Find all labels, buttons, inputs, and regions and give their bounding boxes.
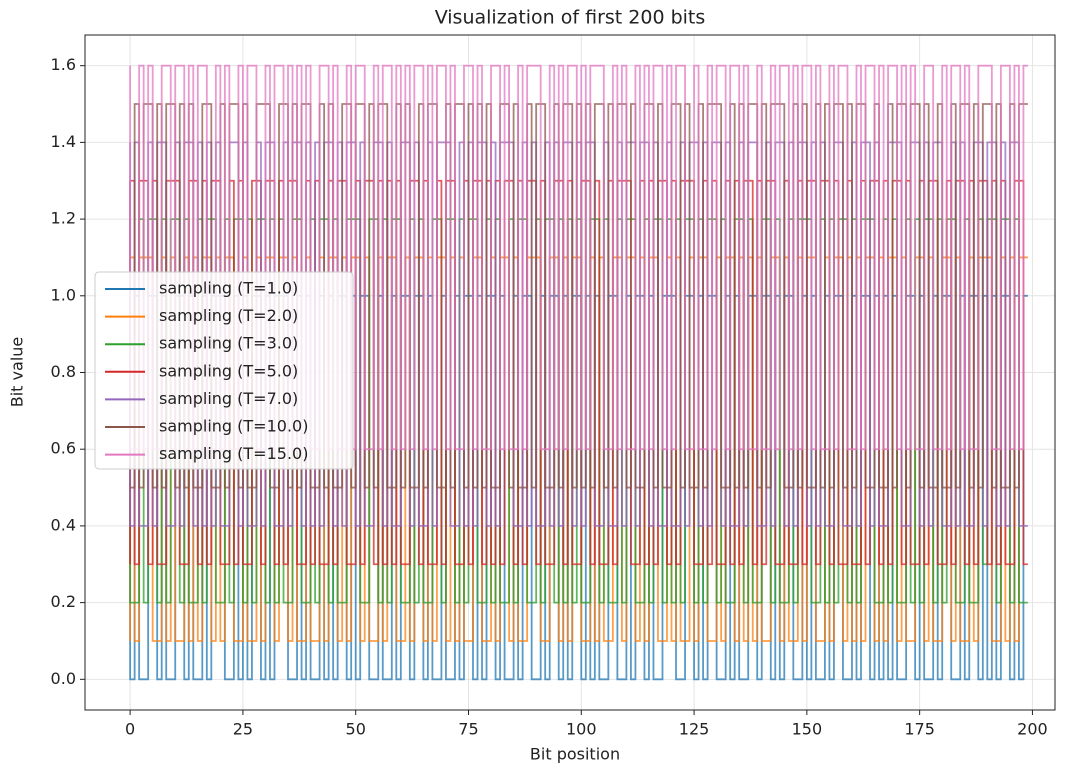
- y-tick-label: 1.4: [51, 132, 76, 151]
- x-tick-label: 100: [566, 720, 597, 739]
- legend-box: [94, 271, 354, 470]
- x-tick-label: 25: [233, 720, 253, 739]
- legend-label: sampling (T=5.0): [159, 361, 298, 380]
- legend-label: sampling (T=1.0): [159, 279, 298, 298]
- x-tick-label: 175: [904, 720, 935, 739]
- x-tick-label: 0: [125, 720, 135, 739]
- legend-label: sampling (T=2.0): [159, 306, 298, 325]
- x-tick-label: 75: [458, 720, 478, 739]
- x-tick-label: 200: [1017, 720, 1048, 739]
- x-tick-label: 150: [792, 720, 823, 739]
- series-line: [129, 64, 1028, 451]
- y-tick-label: 0.0: [51, 669, 76, 688]
- y-tick-label: 1.2: [51, 209, 76, 228]
- x-tick-label: 125: [679, 720, 710, 739]
- legend-label: sampling (T=15.0): [159, 444, 308, 463]
- series-line: [129, 141, 1028, 527]
- y-axis-label: Bit value: [8, 337, 27, 407]
- legend-label: sampling (T=3.0): [159, 334, 298, 353]
- y-tick-label: 0.4: [51, 515, 76, 534]
- y-tick-label: 1.6: [51, 55, 76, 74]
- y-tick-label: 0.6: [51, 439, 76, 458]
- legend-label: sampling (T=10.0): [159, 417, 308, 436]
- y-tick-label: 0.8: [51, 362, 76, 381]
- plot-frame: [84, 34, 1056, 711]
- legend-label: sampling (T=7.0): [159, 389, 298, 408]
- x-axis-label: Bit position: [530, 745, 620, 764]
- x-tick-label: 50: [346, 720, 366, 739]
- chart-title: Visualization of first 200 bits: [435, 7, 706, 29]
- y-tick-label: 1.0: [51, 285, 76, 304]
- y-tick-label: 0.2: [51, 592, 76, 611]
